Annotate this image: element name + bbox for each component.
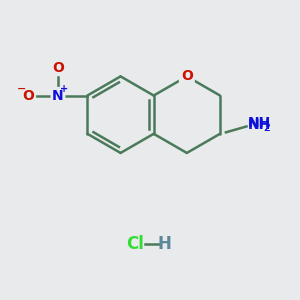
Text: 2: 2	[263, 123, 269, 133]
Text: N: N	[52, 88, 64, 103]
Text: Cl: Cl	[126, 235, 144, 253]
Text: O: O	[52, 61, 64, 75]
Text: H: H	[158, 235, 172, 253]
Text: +: +	[60, 84, 68, 94]
Text: NH: NH	[248, 116, 271, 130]
Text: 2: 2	[263, 123, 270, 133]
Text: −: −	[16, 84, 26, 94]
Text: NH: NH	[248, 118, 271, 132]
Text: O: O	[22, 88, 34, 103]
Text: O: O	[181, 69, 193, 83]
